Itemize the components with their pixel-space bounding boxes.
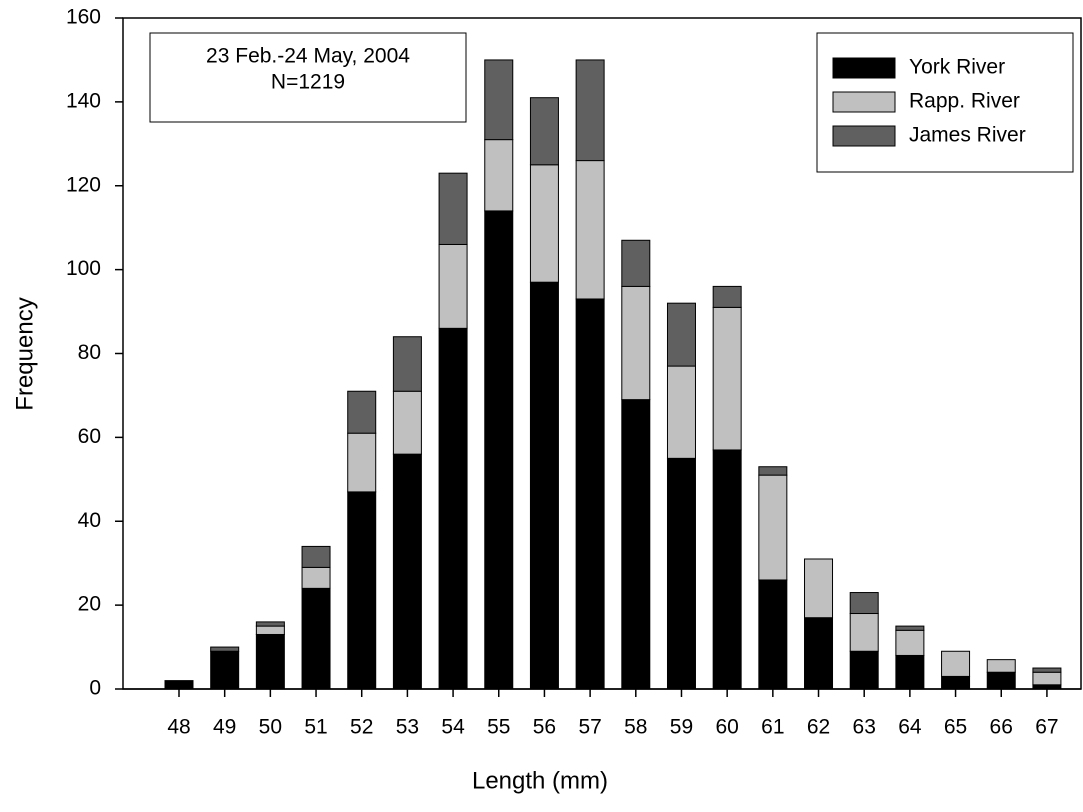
bar-segment bbox=[804, 617, 834, 690]
bar-segment bbox=[392, 453, 422, 690]
bar-segment bbox=[804, 558, 834, 619]
bar-segment bbox=[986, 671, 1016, 690]
y-tick-label: 140 bbox=[66, 89, 101, 112]
x-tick-label: 57 bbox=[578, 716, 601, 739]
bar-segment bbox=[438, 243, 468, 329]
legend-swatch bbox=[832, 91, 896, 113]
x-tick-label: 60 bbox=[715, 716, 738, 739]
legend-swatch bbox=[832, 125, 896, 147]
x-tick-label: 51 bbox=[304, 716, 327, 739]
legend-label: York River bbox=[909, 56, 1005, 79]
bar-segment bbox=[164, 680, 194, 690]
bar-segment bbox=[484, 139, 514, 212]
bar-segment bbox=[301, 587, 331, 690]
bar-segment bbox=[484, 210, 514, 690]
y-tick-label: 120 bbox=[66, 173, 101, 196]
bar-segment bbox=[712, 285, 742, 308]
bar-segment bbox=[621, 285, 651, 401]
annotation: 23 Feb.-24 May, 2004 bbox=[206, 45, 410, 68]
x-tick-label: 58 bbox=[624, 716, 647, 739]
bar-segment bbox=[438, 172, 468, 245]
x-tick-label: 59 bbox=[670, 716, 693, 739]
bar-segment bbox=[712, 306, 742, 451]
bar-segment bbox=[575, 59, 605, 162]
bar-segment bbox=[484, 59, 514, 141]
bar-segment bbox=[758, 466, 788, 476]
x-axis-label: Length (mm) bbox=[472, 767, 608, 794]
bar-segment bbox=[1032, 671, 1062, 686]
bar-segment bbox=[347, 390, 377, 434]
bar-segment bbox=[666, 302, 696, 367]
legend-label: Rapp. River bbox=[909, 90, 1020, 113]
x-tick-label: 54 bbox=[441, 716, 465, 739]
bar-segment bbox=[666, 365, 696, 459]
x-tick-label: 63 bbox=[853, 716, 876, 739]
bar-segment bbox=[849, 613, 879, 652]
y-tick-label: 40 bbox=[78, 509, 101, 532]
y-tick-label: 60 bbox=[78, 425, 101, 448]
x-tick-label: 48 bbox=[167, 716, 190, 739]
bar-segment bbox=[529, 281, 559, 690]
bar-segment bbox=[392, 390, 422, 455]
bar-segment bbox=[758, 579, 788, 690]
x-tick-label: 61 bbox=[761, 716, 784, 739]
bar-segment bbox=[621, 239, 651, 287]
y-tick-label: 160 bbox=[66, 6, 101, 29]
bar-segment bbox=[575, 298, 605, 690]
bar-segment bbox=[210, 646, 240, 652]
bar-segment bbox=[301, 566, 331, 589]
x-tick-label: 67 bbox=[1035, 716, 1058, 739]
bar-segment bbox=[255, 633, 285, 690]
bar-segment bbox=[895, 625, 925, 631]
bar-segment bbox=[666, 457, 696, 690]
bar-segment bbox=[438, 327, 468, 690]
bar-segment bbox=[347, 432, 377, 493]
y-tick-label: 100 bbox=[66, 257, 101, 280]
x-tick-label: 52 bbox=[350, 716, 373, 739]
bar-segment bbox=[575, 160, 605, 300]
x-tick-label: 65 bbox=[944, 716, 967, 739]
bar-segment bbox=[301, 545, 331, 568]
bar-segment bbox=[849, 650, 879, 690]
bar-segment bbox=[529, 164, 559, 283]
x-tick-label: 50 bbox=[259, 716, 282, 739]
bar-segment bbox=[347, 491, 377, 690]
bar-segment bbox=[758, 474, 788, 581]
bar-segment bbox=[986, 659, 1016, 673]
bar-segment bbox=[849, 592, 879, 615]
y-tick-label: 20 bbox=[78, 593, 101, 616]
y-tick-label: 80 bbox=[78, 341, 101, 364]
x-tick-label: 62 bbox=[807, 716, 830, 739]
x-tick-label: 66 bbox=[990, 716, 1013, 739]
legend-label: James River bbox=[909, 124, 1026, 147]
x-tick-label: 49 bbox=[213, 716, 236, 739]
x-tick-label: 55 bbox=[487, 716, 510, 739]
annotation-box bbox=[149, 32, 467, 123]
legend-swatch bbox=[832, 57, 896, 79]
bar-segment bbox=[255, 621, 285, 627]
y-axis-label: Frequency bbox=[11, 297, 38, 410]
bar-segment bbox=[895, 629, 925, 656]
bar-segment bbox=[210, 650, 240, 690]
bar-segment bbox=[1032, 667, 1062, 673]
bar-segment bbox=[392, 336, 422, 392]
bar-segment bbox=[941, 650, 971, 677]
bar-segment bbox=[895, 654, 925, 690]
bar-segment bbox=[529, 97, 559, 166]
x-tick-label: 53 bbox=[396, 716, 419, 739]
x-tick-label: 56 bbox=[533, 716, 556, 739]
annotation: N=1219 bbox=[271, 71, 345, 94]
bar-segment bbox=[255, 625, 285, 635]
x-tick-label: 64 bbox=[898, 716, 922, 739]
bar-segment bbox=[941, 675, 971, 690]
y-tick-label: 0 bbox=[89, 677, 101, 700]
bar-segment bbox=[621, 399, 651, 690]
bar-segment bbox=[712, 449, 742, 690]
